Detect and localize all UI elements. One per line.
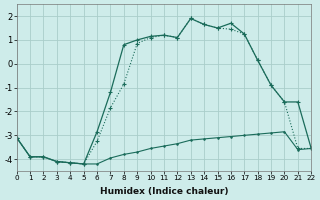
X-axis label: Humidex (Indice chaleur): Humidex (Indice chaleur)	[100, 187, 228, 196]
